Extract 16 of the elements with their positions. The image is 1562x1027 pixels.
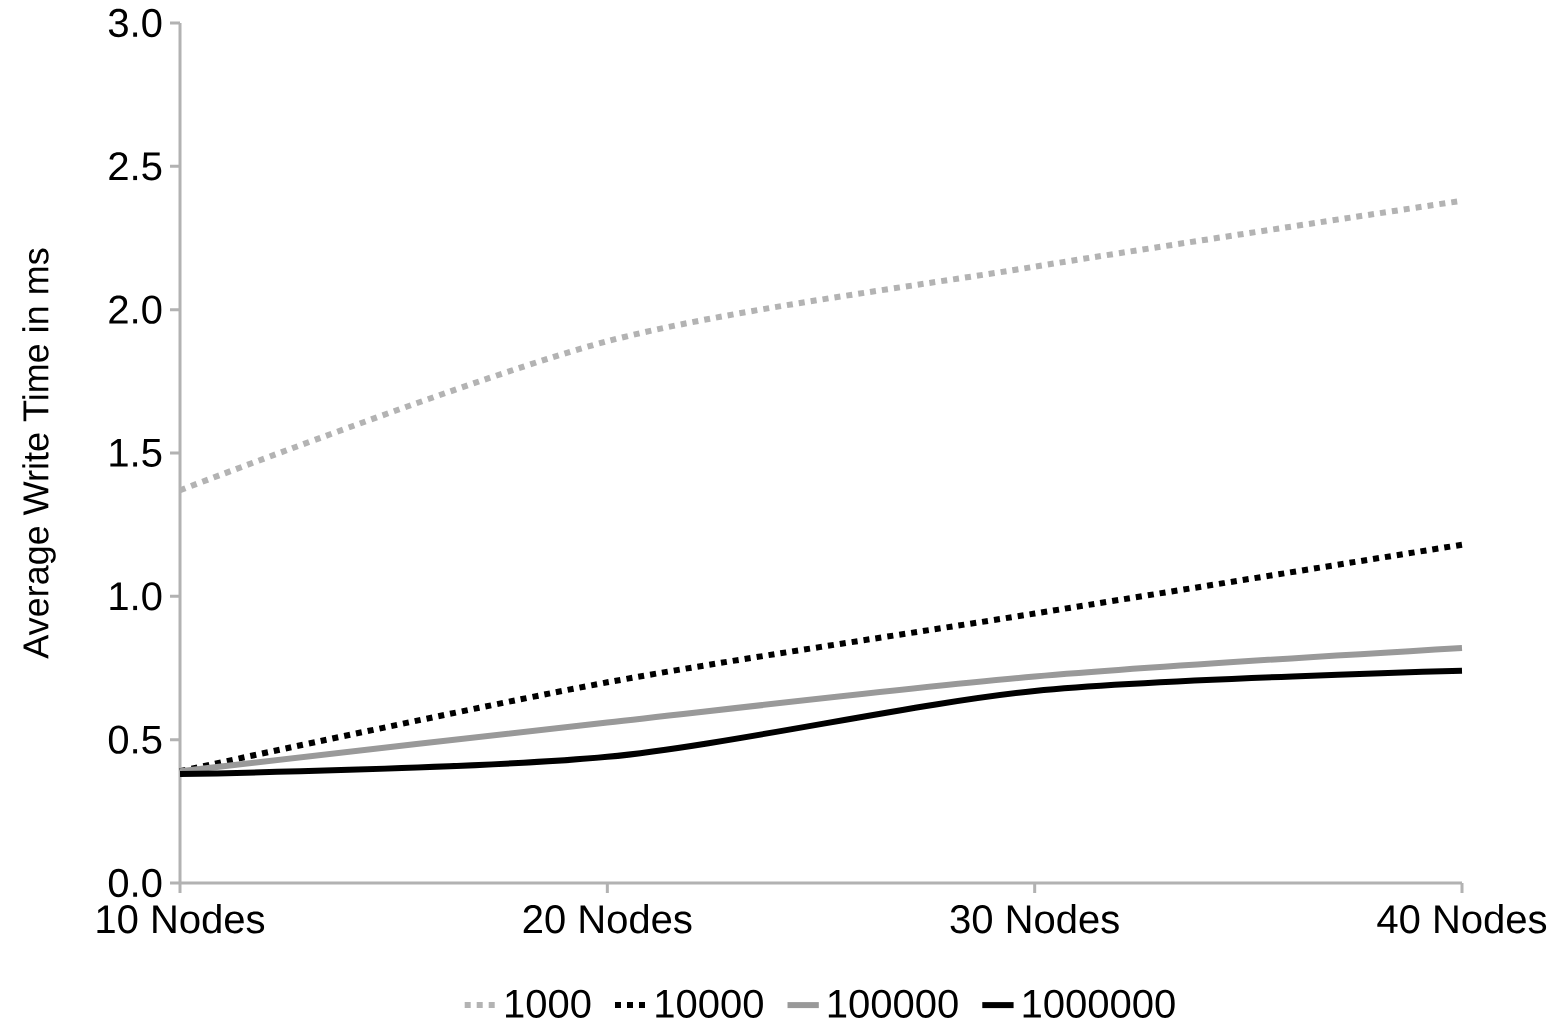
y-axis-title: Average Write Time in ms <box>22 248 56 659</box>
y-tick-label: 1.0 <box>110 582 162 611</box>
legend-label: 10000 <box>656 989 763 1018</box>
y-tick-label: 0.5 <box>108 725 162 754</box>
y-tick-label: 0.0 <box>108 868 162 898</box>
x-tick-label: 40 Nodes <box>1377 904 1547 934</box>
x-tick-label: 10 Nodes <box>97 904 265 934</box>
legend-label: 100000 <box>828 989 958 1018</box>
legend-label: 1000 <box>506 989 591 1018</box>
x-tick-label: 20 Nodes <box>523 904 692 934</box>
y-tick-label: 2.5 <box>109 152 162 181</box>
x-tick-label: 30 Nodes <box>950 904 1119 934</box>
y-tick-label: 3.0 <box>108 8 162 38</box>
legend-label: 1000000 <box>1023 989 1175 1018</box>
y-tick-label: 1.5 <box>110 439 162 467</box>
y-tick-label: 2.0 <box>109 295 162 324</box>
